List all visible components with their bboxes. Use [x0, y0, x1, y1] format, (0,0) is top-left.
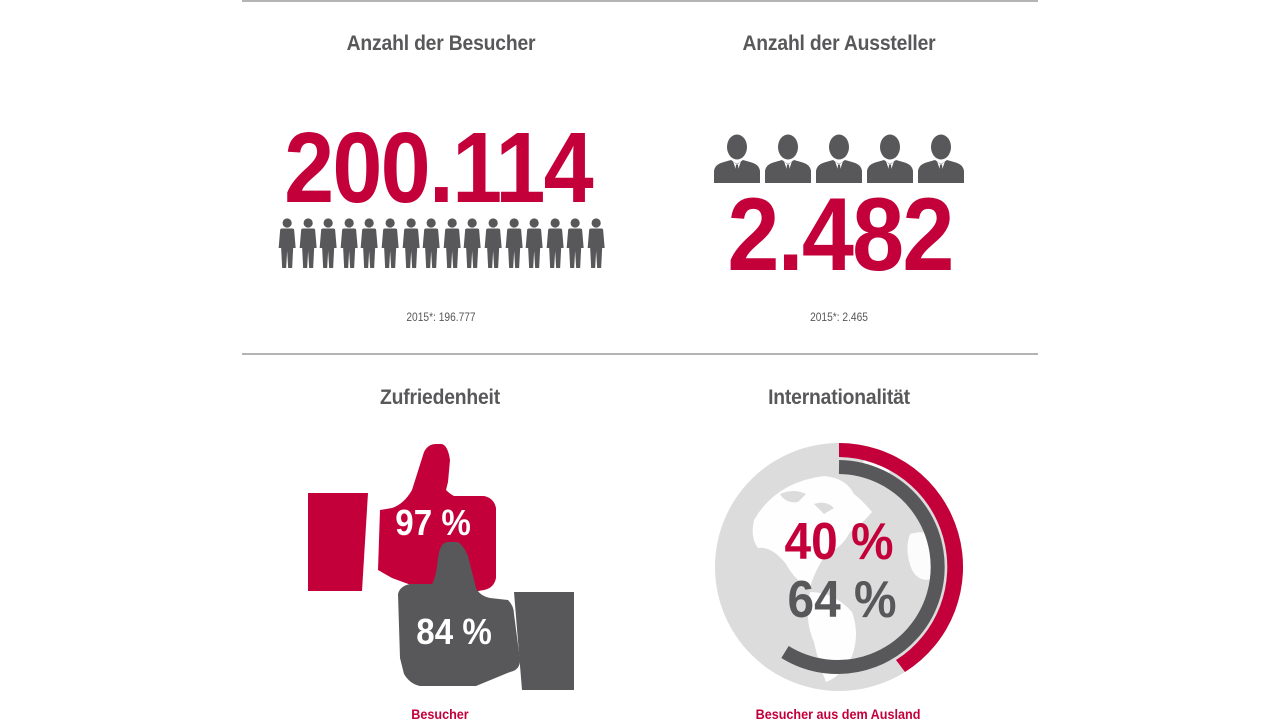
person-icon — [484, 218, 502, 268]
person-icon — [463, 218, 481, 268]
person-icon — [340, 218, 358, 268]
internationality-red-value: 40 % — [784, 513, 894, 571]
person-icon — [381, 218, 399, 268]
person-icon — [402, 218, 420, 268]
person-icon — [587, 218, 605, 268]
globe-icon — [715, 443, 964, 691]
satisfaction-visitors-value: 84 % — [416, 611, 492, 652]
businessman-icon — [918, 134, 964, 183]
businessman-icon — [816, 134, 862, 183]
top-divider — [242, 0, 1038, 2]
person-icon — [361, 218, 379, 268]
businessman-icon — [867, 134, 913, 183]
person-icon — [299, 218, 317, 268]
businessman-icon — [714, 134, 760, 183]
businessman-icon — [765, 134, 811, 183]
person-icon — [566, 218, 584, 268]
person-icon — [319, 218, 337, 268]
person-icon — [422, 218, 440, 268]
visitors-previous-year: 2015*: 196.777 — [406, 310, 476, 324]
internationality-caption: Besucher aus dem Ausland — [755, 706, 921, 722]
person-icon — [443, 218, 461, 268]
satisfaction-title: Zufriedenheit — [380, 386, 500, 409]
person-icon — [505, 218, 523, 268]
person-icon — [278, 218, 296, 268]
exhibitors-title: Anzahl der Aussteller — [742, 32, 936, 55]
visitors-icon-row — [278, 218, 605, 268]
satisfaction-exhibitors-value: 97 % — [395, 502, 471, 543]
exhibitors-value: 2.482 — [727, 177, 954, 293]
middle-divider — [242, 353, 1038, 355]
person-icon — [546, 218, 564, 268]
internationality-title: Internationalität — [768, 386, 910, 409]
visitors-title: Anzahl der Besucher — [346, 32, 536, 55]
person-icon — [525, 218, 543, 268]
thumbs-up-icon — [308, 444, 574, 690]
exhibitors-icon-row — [714, 134, 964, 183]
visitors-value: 200.114 — [284, 112, 594, 224]
internationality-gray-value: 64 % — [787, 571, 897, 629]
exhibitors-previous-year: 2015*: 2.465 — [810, 310, 868, 324]
satisfaction-caption: Besucher — [411, 706, 469, 722]
